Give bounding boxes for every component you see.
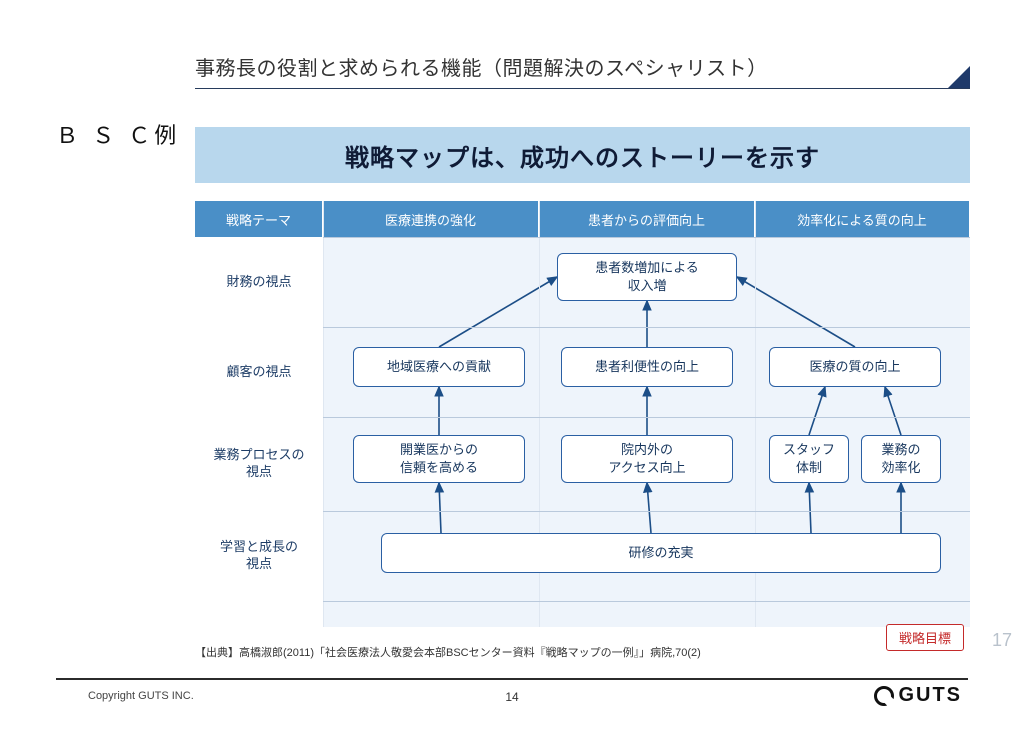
brand-logo: GUTS xyxy=(874,684,962,707)
logo-text: GUTS xyxy=(898,684,962,707)
strategy-node-proc_b: 院内外のアクセス向上 xyxy=(561,435,733,483)
strategy-node-cust_c: 医療の質の向上 xyxy=(769,347,941,387)
row-separator xyxy=(323,511,970,512)
row-separator xyxy=(323,327,970,328)
strategy-map-grid: 戦略テーマ医療連携の強化患者からの評価向上効率化による質の向上財務の視点顧客の視… xyxy=(195,183,970,627)
row-label: 顧客の視点 xyxy=(195,327,323,417)
strategy-map-panel: 戦略マップは、成功へのストーリーを示す 戦略テーマ医療連携の強化患者からの評価向… xyxy=(195,127,970,627)
logo-mark-icon xyxy=(874,686,894,706)
row-label: 業務プロセスの視点 xyxy=(195,417,323,511)
strategy-node-cust_b: 患者利便性の向上 xyxy=(561,347,733,387)
section-label: Ｂ Ｓ Ｃ例 xyxy=(56,118,180,150)
row-separator xyxy=(323,237,970,238)
row-separator xyxy=(323,417,970,418)
row-label: 学習と成長の視点 xyxy=(195,511,323,601)
strategy-node-proc_a: 開業医からの信頼を高める xyxy=(353,435,525,483)
slide-title: 事務長の役割と求められる機能（問題解決のスペシャリスト） xyxy=(195,52,964,81)
column-header: 患者からの評価向上 xyxy=(539,201,755,237)
column-header: 効率化による質の向上 xyxy=(755,201,970,237)
column-header: 医療連携の強化 xyxy=(323,201,539,237)
footer-rule xyxy=(56,678,968,680)
slide: 事務長の役割と求められる機能（問題解決のスペシャリスト） Ｂ Ｓ Ｃ例 戦略マッ… xyxy=(0,0,1024,737)
strategy-node-finance: 患者数増加による収入増 xyxy=(557,253,737,301)
row-label: 財務の視点 xyxy=(195,237,323,327)
strategy-node-proc_d: 業務の効率化 xyxy=(861,435,941,483)
strategy-node-cust_a: 地域医療への貢献 xyxy=(353,347,525,387)
strategy-node-learn: 研修の充実 xyxy=(381,533,941,573)
slide-title-wrap: 事務長の役割と求められる機能（問題解決のスペシャリスト） xyxy=(195,52,964,81)
source-slide-number: 17 xyxy=(992,630,1012,651)
title-underline xyxy=(195,88,970,89)
accent-triangle-icon xyxy=(948,66,970,88)
column-header: 戦略テーマ xyxy=(195,201,323,237)
row-separator xyxy=(323,601,970,602)
column-separator xyxy=(323,201,324,627)
panel-title: 戦略マップは、成功へのストーリーを示す xyxy=(345,138,820,173)
page-number: 14 xyxy=(505,690,518,704)
legend-strategic-goal: 戦略目標 xyxy=(886,624,964,651)
copyright: Copyright GUTS INC. xyxy=(88,690,194,702)
panel-title-band: 戦略マップは、成功へのストーリーを示す xyxy=(195,127,970,183)
citation: 【出典】高橋淑郎(2011)「社会医療法人敬愛会本部BSCセンター資料『戦略マッ… xyxy=(195,644,701,660)
strategy-node-proc_c: スタッフ体制 xyxy=(769,435,849,483)
